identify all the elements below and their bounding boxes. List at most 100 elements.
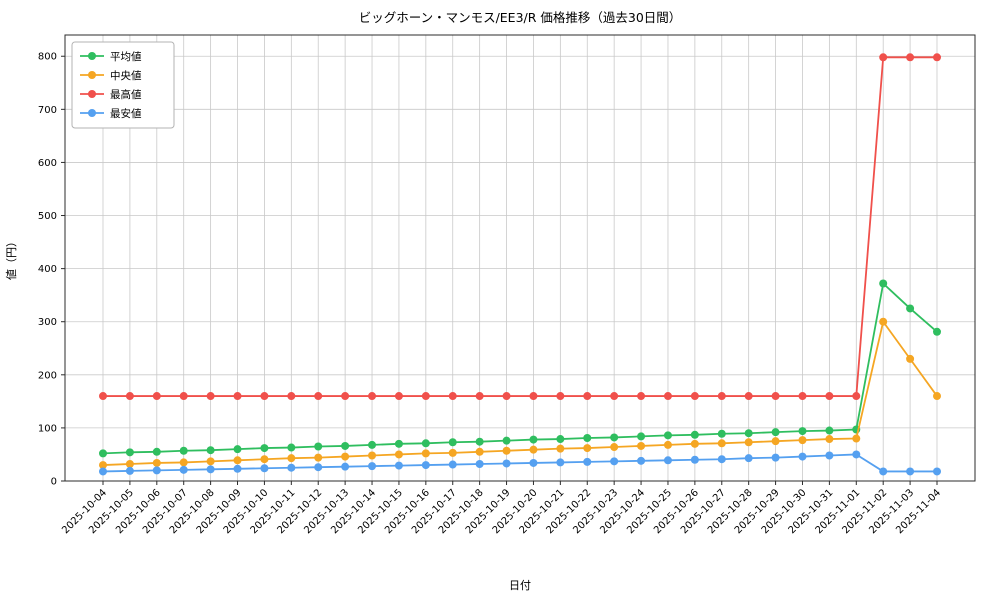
data-point <box>529 445 538 454</box>
y-tick-label: 100 <box>38 423 57 434</box>
data-point <box>260 464 269 473</box>
series-line <box>103 56 937 397</box>
y-tick-label: 0 <box>51 477 57 488</box>
data-point <box>394 439 403 448</box>
data-point <box>690 430 699 439</box>
data-point <box>556 444 565 453</box>
data-point <box>744 454 753 463</box>
data-point <box>933 467 941 476</box>
data-point <box>717 455 726 464</box>
data-point <box>99 461 107 470</box>
data-point <box>610 392 619 401</box>
data-point <box>825 392 834 401</box>
data-point <box>475 447 484 456</box>
data-point <box>314 453 323 462</box>
data-point <box>717 392 726 401</box>
data-point <box>152 392 161 401</box>
data-point <box>798 436 807 445</box>
data-point <box>233 392 242 401</box>
legend-marker <box>88 52 96 60</box>
data-point <box>933 327 941 336</box>
data-point <box>448 460 457 469</box>
data-point <box>744 429 753 438</box>
data-point <box>99 467 107 476</box>
data-point <box>663 431 672 440</box>
data-point <box>341 452 350 461</box>
data-point <box>448 392 457 401</box>
data-point <box>663 392 672 401</box>
data-point <box>583 444 592 453</box>
y-tick-label: 700 <box>38 105 57 116</box>
data-point <box>394 450 403 459</box>
data-point <box>663 456 672 465</box>
data-point <box>394 392 403 401</box>
data-point <box>610 457 619 466</box>
data-point <box>125 460 134 469</box>
data-point <box>421 439 430 448</box>
y-axis-label: 値（円） <box>5 236 18 280</box>
data-point <box>771 453 780 462</box>
data-point <box>690 439 699 448</box>
plot-border <box>64 34 976 482</box>
data-point <box>314 442 323 451</box>
legend-label: 平均値 <box>110 50 142 63</box>
data-point <box>529 435 538 444</box>
data-point <box>179 392 188 401</box>
data-point <box>448 448 457 457</box>
data-point <box>690 392 699 401</box>
data-point <box>368 462 377 471</box>
data-point <box>421 461 430 470</box>
data-point <box>717 429 726 438</box>
data-point <box>879 467 888 476</box>
data-point <box>368 440 377 449</box>
data-point <box>879 53 888 62</box>
data-point <box>341 392 350 401</box>
data-point <box>287 392 296 401</box>
legend-marker <box>88 109 96 117</box>
data-point <box>260 444 269 453</box>
data-point <box>771 437 780 446</box>
data-point <box>152 458 161 467</box>
data-point <box>206 446 215 455</box>
data-point <box>368 451 377 460</box>
data-point <box>663 440 672 449</box>
data-point <box>206 457 215 466</box>
data-point <box>233 464 242 473</box>
data-point <box>206 392 215 401</box>
data-point <box>744 438 753 447</box>
series-line <box>102 282 938 455</box>
data-point <box>906 304 915 313</box>
data-point <box>341 462 350 471</box>
data-point <box>798 427 807 436</box>
data-point <box>556 458 565 467</box>
data-point <box>260 392 269 401</box>
y-tick-label: 200 <box>38 370 57 381</box>
data-point <box>421 392 430 401</box>
series-line <box>102 453 937 473</box>
data-point <box>125 392 134 401</box>
legend-label: 最高値 <box>110 88 142 101</box>
data-point <box>475 437 484 446</box>
data-point <box>529 458 538 467</box>
legend-marker <box>88 71 96 79</box>
data-point <box>394 461 403 470</box>
data-point <box>852 450 861 459</box>
y-tick-label: 400 <box>38 264 57 275</box>
data-point <box>152 447 161 456</box>
data-point <box>314 392 323 401</box>
data-point <box>744 392 753 401</box>
data-point <box>556 392 565 401</box>
data-point <box>502 392 511 401</box>
data-point <box>125 466 134 475</box>
data-point <box>771 428 780 437</box>
data-point <box>771 392 780 401</box>
data-point <box>125 448 134 457</box>
data-point <box>637 441 646 450</box>
legend-label: 中央値 <box>110 69 142 82</box>
data-point <box>502 446 511 455</box>
data-point <box>502 436 511 445</box>
data-point <box>341 441 350 450</box>
legend <box>71 41 175 129</box>
data-point <box>502 459 511 468</box>
